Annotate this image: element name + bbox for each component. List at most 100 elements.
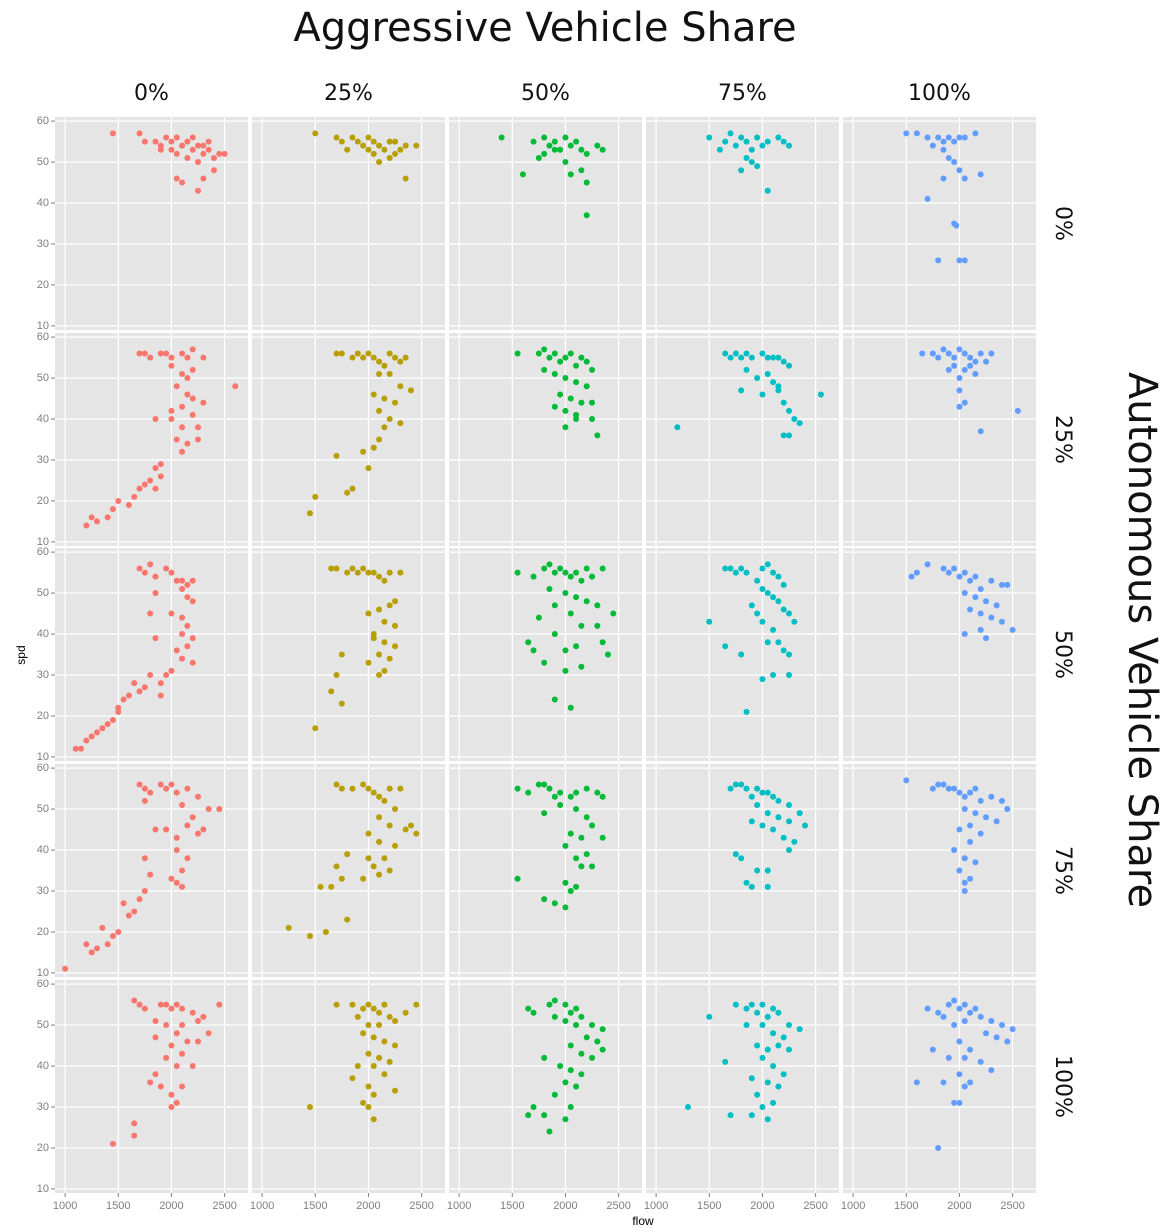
panel [252, 980, 445, 1193]
point [748, 602, 755, 609]
panel [449, 333, 642, 546]
point [727, 354, 734, 361]
point [589, 1022, 596, 1029]
point [977, 797, 984, 804]
point [988, 614, 995, 621]
point [392, 622, 399, 629]
point [525, 639, 532, 646]
point [104, 514, 111, 521]
panel [843, 764, 1036, 977]
panel [252, 333, 445, 546]
point [967, 577, 974, 584]
point [365, 134, 372, 141]
point [141, 1005, 148, 1012]
point [360, 1005, 367, 1012]
point [152, 485, 159, 492]
point [141, 855, 148, 862]
point [312, 130, 319, 137]
point [956, 257, 963, 264]
point [344, 569, 351, 576]
point [392, 643, 399, 650]
point [983, 814, 990, 821]
point [972, 785, 979, 792]
point [770, 1005, 777, 1012]
point [232, 383, 239, 390]
point [988, 350, 995, 357]
column-label: 0% [134, 81, 169, 106]
x-tick-label: 1000 [644, 1200, 668, 1212]
point [961, 879, 968, 886]
point [173, 150, 180, 157]
point [195, 793, 202, 800]
point [764, 810, 771, 817]
point [381, 577, 388, 584]
point [360, 1030, 367, 1037]
point [967, 354, 974, 361]
point [360, 875, 367, 882]
point [732, 350, 739, 357]
point [674, 424, 681, 431]
point [754, 375, 761, 382]
point [754, 163, 761, 170]
point [535, 154, 542, 161]
point [349, 1075, 356, 1082]
point [173, 789, 180, 796]
point [312, 725, 319, 732]
point [589, 1054, 596, 1061]
point [764, 1013, 771, 1020]
y-tick-label: 20 [37, 495, 49, 507]
point [748, 818, 755, 825]
point [147, 789, 154, 796]
x-tick-label: 1000 [53, 1200, 77, 1212]
point [929, 785, 936, 792]
point [935, 134, 942, 141]
point [365, 1050, 372, 1057]
point [551, 1013, 558, 1020]
point [748, 159, 755, 166]
point [205, 146, 212, 153]
point [168, 875, 175, 882]
y-tick-label: 30 [37, 885, 49, 897]
point [589, 573, 596, 580]
x-tick-label: 2500 [212, 1200, 236, 1212]
point [354, 138, 361, 145]
point [386, 1058, 393, 1065]
y-tick-label: 50 [37, 587, 49, 599]
point [376, 159, 383, 166]
point [370, 1034, 377, 1041]
column-label: 75% [718, 81, 767, 106]
column-label: 25% [324, 81, 373, 106]
point [163, 1054, 170, 1061]
point [200, 399, 207, 406]
point [376, 671, 383, 678]
point [967, 362, 974, 369]
point [179, 350, 186, 357]
point [562, 569, 569, 576]
point [551, 1091, 558, 1098]
point [956, 1038, 963, 1045]
point [583, 785, 590, 792]
point [179, 370, 186, 377]
point [541, 134, 548, 141]
point [184, 391, 191, 398]
point [365, 1001, 372, 1008]
point [940, 781, 947, 788]
point [573, 138, 580, 145]
point [961, 366, 968, 373]
point [754, 1091, 761, 1098]
point [727, 785, 734, 792]
panel [252, 764, 445, 977]
point [935, 1009, 942, 1016]
point [951, 354, 958, 361]
point [210, 167, 217, 174]
point [179, 631, 186, 638]
point [168, 667, 175, 674]
point [972, 859, 979, 866]
point [173, 175, 180, 182]
point [360, 781, 367, 788]
point [184, 354, 191, 361]
point [599, 1026, 606, 1033]
point [530, 138, 537, 145]
point [956, 346, 963, 353]
point [961, 793, 968, 800]
